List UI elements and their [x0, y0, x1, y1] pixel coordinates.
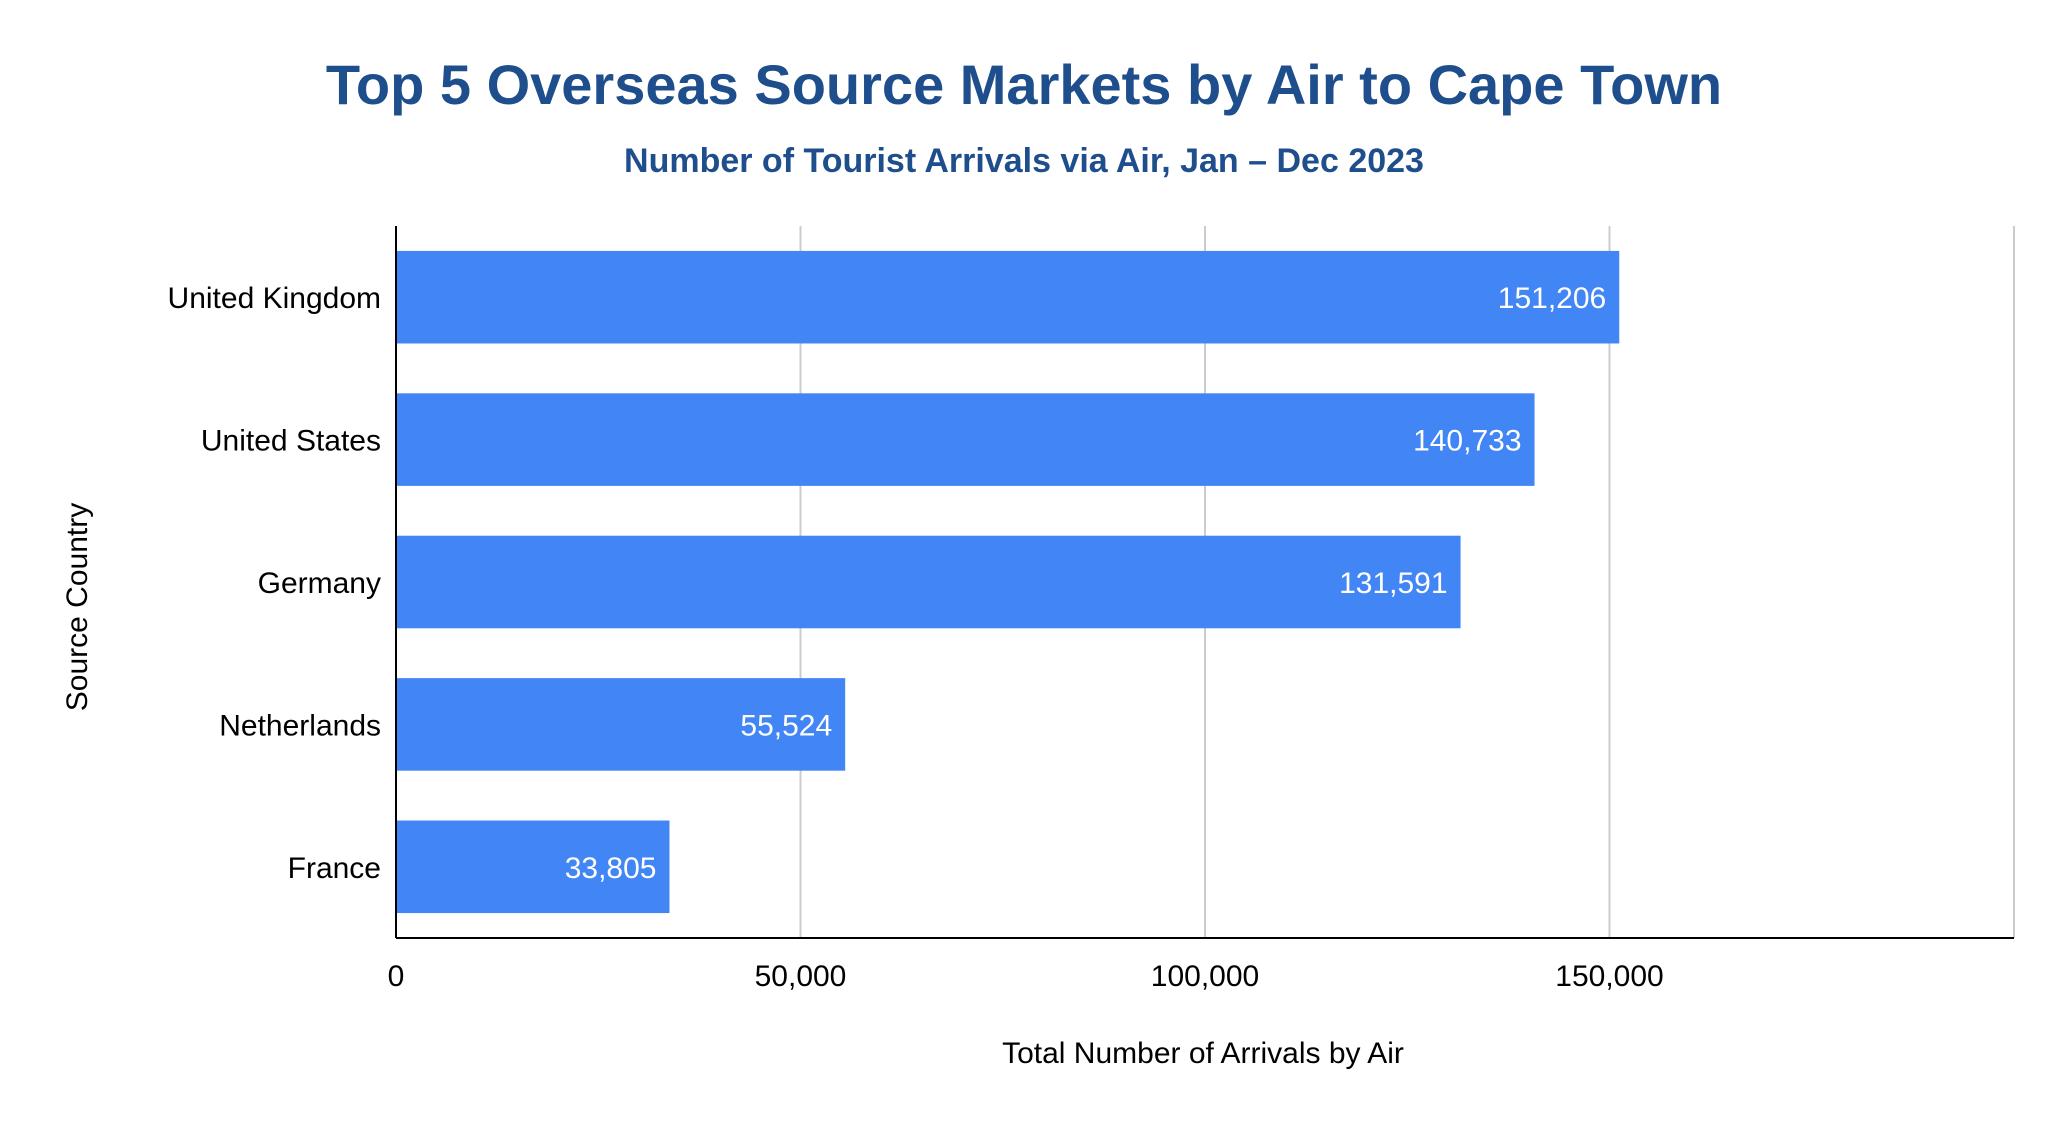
category-label: Germany — [258, 567, 381, 600]
x-tick-label: 50,000 — [755, 960, 847, 993]
axes — [395, 226, 2014, 939]
x-axis-title: Total Number of Arrivals by Air — [1002, 1037, 1404, 1070]
value-label: 140,733 — [1413, 425, 1521, 458]
category-label: Netherlands — [219, 709, 381, 742]
x-tick-label: 0 — [388, 960, 405, 993]
value-label: 33,805 — [565, 852, 657, 885]
chart-title: Top 5 Overseas Source Markets by Air to … — [325, 53, 1723, 116]
value-label: 151,206 — [1498, 282, 1606, 315]
bar-germany — [396, 535, 1461, 629]
bar-united-states — [396, 393, 1535, 486]
bar-united-kingdom — [396, 250, 1620, 344]
x-tick-label: 100,000 — [1151, 960, 1259, 993]
bar-netherlands — [396, 678, 846, 771]
x-tick-label: 150,000 — [1555, 960, 1663, 993]
category-labels: United Kingdom United States Germany Nether… — [168, 282, 381, 885]
x-tick-labels: 0 50,000 100,000 150,000 — [388, 960, 1664, 993]
category-label: France — [288, 852, 381, 885]
value-label: 55,524 — [740, 709, 832, 742]
y-axis-title: Source Country — [61, 503, 94, 711]
value-labels: 151,206 140,733 131,591 55,524 33,805 — [565, 282, 1607, 885]
chart-subtitle: Number of Tourist Arrivals via Air, Jan … — [624, 142, 1424, 180]
value-label: 131,591 — [1339, 567, 1447, 600]
category-label: United States — [201, 425, 381, 458]
category-label: United Kingdom — [168, 282, 381, 315]
bar-france — [396, 820, 670, 914]
bars — [396, 250, 1620, 914]
